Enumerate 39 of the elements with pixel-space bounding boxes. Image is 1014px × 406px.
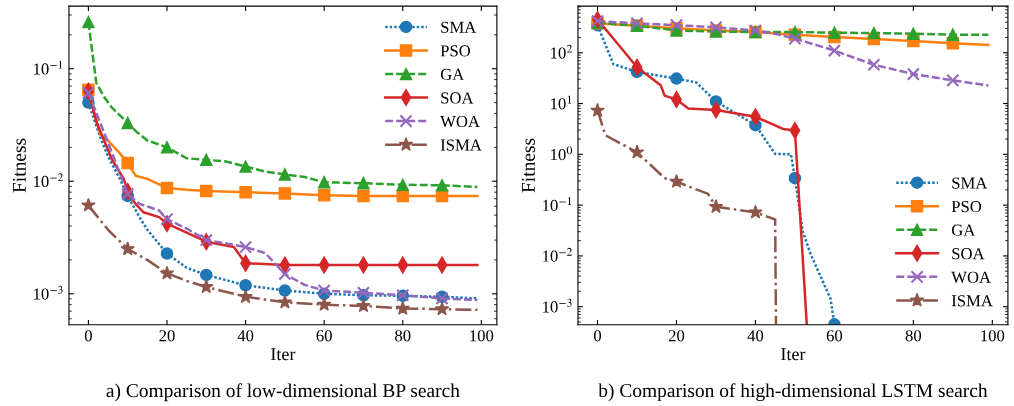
legend-label: SOA	[952, 248, 985, 260]
text: a) Comparison of low-dimensional BP search	[106, 383, 460, 402]
legend-label: WOA	[440, 115, 480, 128]
legend-label: SOA	[441, 92, 474, 104]
y-tick-label: 10$^{−1}$	[543, 197, 572, 211]
x-tick-label: 100	[981, 330, 1005, 342]
x-tick-label: 60	[316, 330, 332, 342]
legend-label: SMA	[441, 21, 477, 33]
legend-label: ISMA	[440, 139, 482, 151]
y-axis-title: Fitness	[521, 138, 535, 193]
x-tick-label: 80	[905, 330, 922, 342]
x-tick-label: 40	[747, 330, 764, 342]
y-tick-label: 10$^{−3}$	[543, 298, 572, 313]
x-tick-label: 0	[593, 330, 602, 342]
x-tick-label: 80	[395, 330, 411, 342]
legend-label: WOA	[951, 271, 991, 283]
x-axis-title: Iter	[781, 348, 806, 361]
legend-label: ISMA	[951, 295, 993, 307]
x-tick-label: 20	[668, 330, 685, 342]
legend-label: SMA	[952, 177, 988, 189]
y-tick-label: 10$^{2}$	[551, 44, 573, 59]
x-axis-title: Iter	[271, 348, 296, 361]
legend-label: GA	[440, 68, 465, 81]
y-tick-label: 10$^{−1}$	[34, 60, 63, 75]
y-tick-label: 10$^{−2}$	[34, 173, 64, 188]
x-tick-label: 100	[470, 330, 494, 342]
legend-label: PSO	[440, 45, 471, 57]
y-tick-label: 10$^{0}$	[551, 146, 573, 161]
y-tick-label: 10$^{−3}$	[34, 285, 63, 300]
text: b) Comparison of high-dimensional LSTM search	[598, 383, 988, 402]
x-tick-label: 0	[84, 330, 92, 342]
y-tick-label: 10$^{−2}$	[543, 247, 573, 262]
legend-label: PSO	[951, 201, 982, 213]
x-tick-label: 60	[826, 330, 843, 342]
x-tick-label: 20	[159, 330, 175, 342]
x-tick-label: 40	[237, 330, 254, 342]
y-axis-title: Fitness	[12, 138, 26, 193]
legend-label: GA	[951, 224, 976, 236]
y-tick-label: 10$^{1}$	[551, 95, 572, 110]
